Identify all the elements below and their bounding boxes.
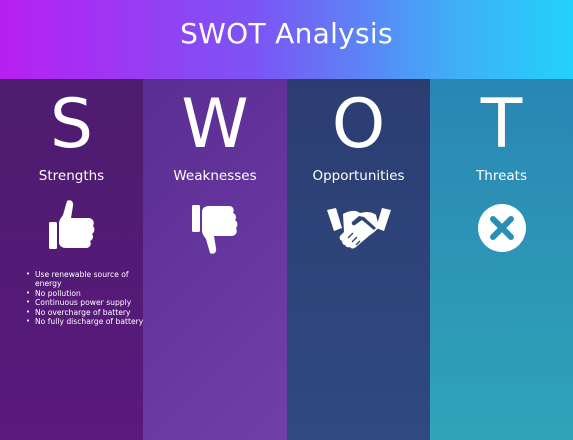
weaknesses-column: W Weaknesses High setup cost Cloudy cond… bbox=[143, 79, 287, 440]
strengths-list: Use renewable source of energy No pollut… bbox=[23, 270, 143, 327]
threats-heading: Threats bbox=[476, 168, 527, 184]
x-circle-icon bbox=[477, 203, 527, 253]
list-item: No pollution bbox=[26, 289, 143, 299]
strengths-column: S Strengths Use renewable source of ener… bbox=[0, 79, 143, 440]
strengths-heading: Strengths bbox=[38, 168, 105, 184]
threats-column: T Threats Filly automatic process which … bbox=[430, 79, 573, 440]
list-item: No overcharge of battery bbox=[26, 308, 143, 318]
handshake-icon bbox=[326, 204, 392, 252]
list-item: No fully discharge of battery bbox=[26, 317, 143, 327]
opportunities-column: O Opportunities Other renewable source o… bbox=[287, 79, 430, 440]
weaknesses-letter: W bbox=[181, 85, 249, 164]
page-title: SWOT Analysis bbox=[180, 17, 393, 50]
thumbs-down-icon bbox=[191, 198, 239, 256]
list-item: Continuous power supply bbox=[26, 298, 143, 308]
thumbs-up-icon bbox=[48, 198, 96, 256]
threats-letter: T bbox=[480, 85, 523, 164]
swot-columns: S Strengths Use renewable source of ener… bbox=[0, 79, 573, 440]
list-item: Use renewable source of energy bbox=[26, 270, 143, 289]
weaknesses-heading: Weaknesses bbox=[173, 168, 257, 184]
opportunities-heading: Opportunities bbox=[312, 168, 405, 184]
opportunities-letter: O bbox=[331, 85, 386, 164]
strengths-letter: S bbox=[49, 85, 94, 164]
header-banner: SWOT Analysis bbox=[0, 0, 573, 79]
